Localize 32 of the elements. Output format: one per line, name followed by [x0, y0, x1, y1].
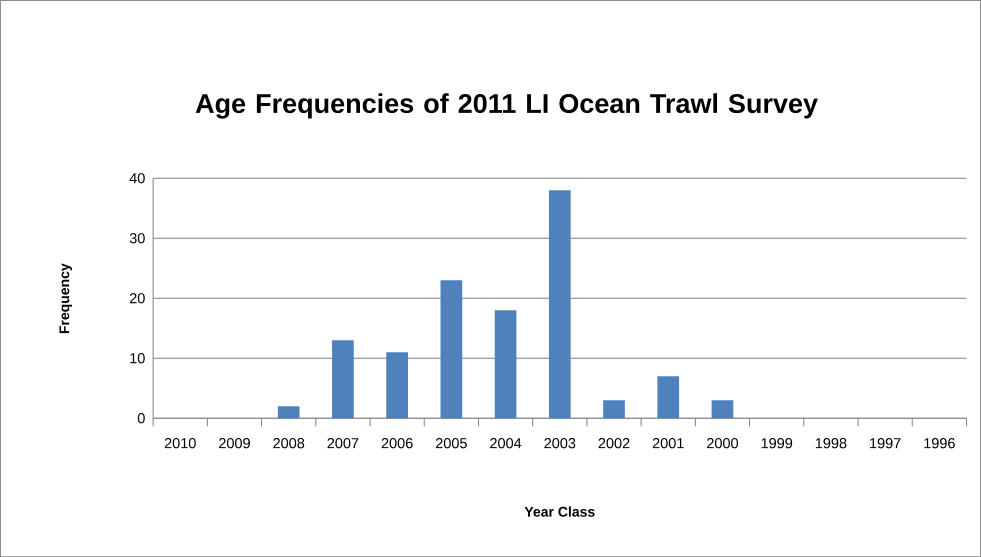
bar: [386, 352, 408, 418]
x-tick-label: 2006: [382, 438, 413, 448]
x-tick-label: 2008: [273, 438, 304, 448]
x-tick-label: 1999: [762, 438, 792, 448]
bar: [603, 400, 625, 418]
x-tick-label: 2010: [164, 438, 196, 448]
chart-title: Age Frequencies of 2011 LI Ocean Trawl Survey: [196, 93, 818, 118]
bar: [278, 406, 300, 418]
x-tick-label: 2005: [436, 438, 467, 448]
bar: [712, 400, 734, 418]
x-tick-label: 1998: [816, 438, 846, 448]
y-tick-label: 20: [130, 292, 145, 304]
x-axis-title: Year Class: [524, 506, 595, 517]
y-tick-label: 40: [130, 172, 145, 184]
x-tick-label: 2007: [328, 438, 358, 448]
bar: [440, 280, 462, 418]
bar: [657, 376, 680, 418]
x-tick-label: 2001: [652, 438, 684, 448]
bar: [494, 310, 516, 418]
y-axis-title: Frequency: [60, 263, 72, 334]
x-tick-label: 1996: [924, 438, 955, 448]
y-tick-label: 10: [130, 352, 145, 364]
x-tick-label: 2003: [544, 438, 576, 448]
x-tick-label: 2002: [598, 438, 630, 448]
y-tick-label: 0: [138, 412, 145, 424]
x-tick-label: 2000: [707, 438, 738, 448]
bar: [332, 340, 354, 418]
x-tick-label: 2004: [490, 438, 522, 448]
bar: [548, 190, 571, 418]
y-tick-label: 30: [130, 232, 145, 244]
x-tick-label: 1997: [870, 438, 901, 448]
x-tick-label: 2009: [219, 438, 250, 448]
